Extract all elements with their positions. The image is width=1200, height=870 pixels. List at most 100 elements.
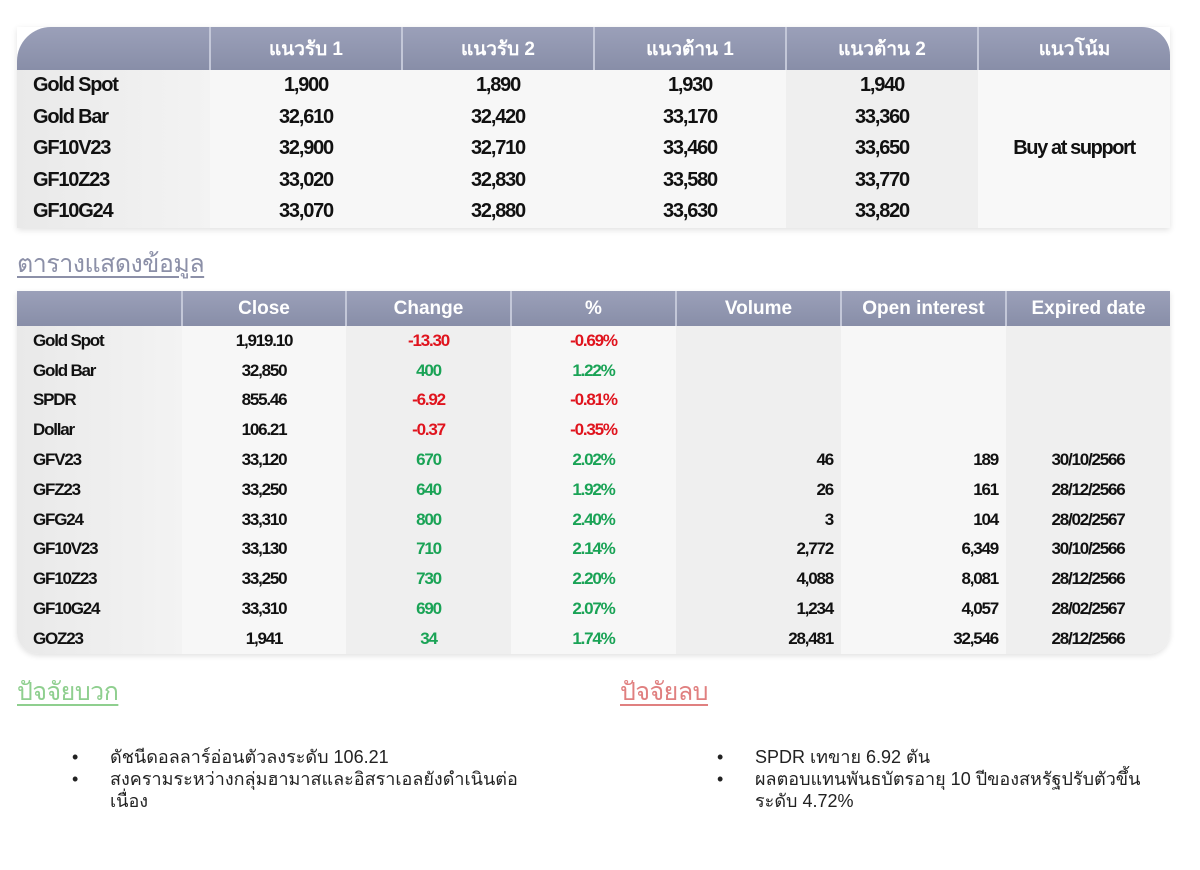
table-row: GFZ23 33,250 640 1.92% 26 161 28/12/2566 <box>17 474 1170 505</box>
expired-date: 30/10/2566 <box>1006 534 1170 565</box>
support-2: 32,420 <box>402 101 594 133</box>
percent-change: 2.07% <box>511 594 676 624</box>
volume-value: 2,772 <box>676 534 841 565</box>
trend-recommendation: Buy at support <box>978 70 1170 228</box>
percent-change: 1.22% <box>511 355 676 386</box>
expired-date: 28/12/2566 <box>1006 623 1170 654</box>
factor-text: สงครามระหว่างกลุ่มฮามาสและอิสราเอลยังดำเ… <box>110 769 518 811</box>
expired-date <box>1006 385 1170 416</box>
resistance-1: 33,580 <box>594 164 786 196</box>
table-row: GF10V23 32,900 32,710 33,460 33,650 <box>17 133 1170 165</box>
list-item: • ผลตอบแทนพันธบัตรอายุ 10 ปีของสหรัฐปรับ… <box>717 768 1167 812</box>
expired-date <box>1006 355 1170 386</box>
instrument-name: Gold Bar <box>17 101 210 133</box>
resistance-1: 33,170 <box>594 101 786 133</box>
market-header-expired-date: Expired date <box>1005 291 1170 326</box>
positive-factors-list: • ดัชนีดอลลาร์อ่อนตัวลงระดับ 106.21 • สง… <box>72 746 542 812</box>
instrument-name: Dollar <box>17 415 182 446</box>
table-row: GFV23 33,120 670 2.02% 46 189 30/10/2566 <box>17 445 1170 475</box>
volume-value <box>676 326 841 356</box>
expired-date: 30/10/2566 <box>1006 445 1170 475</box>
volume-value <box>676 415 841 446</box>
table-row: GFG24 33,310 800 2.40% 3 104 28/02/2567 <box>17 504 1170 535</box>
resistance-2: 1,940 <box>786 70 978 102</box>
resistance-2: 33,820 <box>786 196 978 228</box>
change-value: 690 <box>346 594 511 624</box>
table-row: GOZ23 1,941 34 1.74% 28,481 32,546 28/12… <box>17 623 1170 654</box>
support-1: 32,900 <box>210 133 402 165</box>
table-row: SPDR 855.46 -6.92 -0.81% <box>17 385 1170 416</box>
instrument-name: Gold Spot <box>17 326 182 356</box>
volume-value: 3 <box>676 504 841 535</box>
close-value: 32,850 <box>182 355 346 386</box>
close-value: 33,310 <box>182 594 346 624</box>
levels-header-support-1: แนวรับ 1 <box>209 27 402 70</box>
instrument-name: GFG24 <box>17 504 182 535</box>
close-value: 33,130 <box>182 534 346 565</box>
open-interest-value: 8,081 <box>841 564 1006 595</box>
expired-date: 28/02/2567 <box>1006 504 1170 535</box>
market-header-open-interest: Open interest <box>840 291 1006 326</box>
percent-change: 2.02% <box>511 445 676 475</box>
resistance-2: 33,650 <box>786 133 978 165</box>
percent-change: 1.74% <box>511 623 676 654</box>
instrument-name: GF10Z23 <box>17 564 182 595</box>
bullet-icon: • <box>72 747 79 767</box>
volume-value: 4,088 <box>676 564 841 595</box>
positive-factors-title: ปัจจัยบวก <box>17 678 119 706</box>
percent-change: -0.69% <box>511 326 676 356</box>
market-header-row: Close Change % Volume Open interest Expi… <box>17 291 1170 326</box>
data-table-title: ตารางแสดงข้อมูล <box>17 250 205 278</box>
open-interest-value <box>841 415 1006 446</box>
support-2: 32,710 <box>402 133 594 165</box>
expired-date <box>1006 326 1170 356</box>
bullet-icon: • <box>72 769 79 789</box>
market-header-change: Change <box>345 291 511 326</box>
instrument-name: GFV23 <box>17 445 182 475</box>
close-value: 1,919.10 <box>182 326 346 356</box>
support-1: 1,900 <box>210 70 402 102</box>
change-value: 400 <box>346 355 511 386</box>
resistance-1: 33,460 <box>594 133 786 165</box>
close-value: 33,250 <box>182 474 346 505</box>
change-value: -0.37 <box>346 415 511 446</box>
instrument-name: GF10Z23 <box>17 164 210 196</box>
table-row: Gold Bar 32,610 32,420 33,170 33,360 <box>17 101 1170 133</box>
resistance-2: 33,770 <box>786 164 978 196</box>
expired-date <box>1006 415 1170 446</box>
volume-value: 1,234 <box>676 594 841 624</box>
table-row: GF10G24 33,310 690 2.07% 1,234 4,057 28/… <box>17 594 1170 624</box>
factor-text: ผลตอบแทนพันธบัตรอายุ 10 ปีของสหรัฐปรับตั… <box>755 769 1141 811</box>
change-value: 640 <box>346 474 511 505</box>
support-2: 32,830 <box>402 164 594 196</box>
support-1: 32,610 <box>210 101 402 133</box>
table-row: Dollar 106.21 -0.37 -0.35% <box>17 415 1170 446</box>
market-header-volume: Volume <box>675 291 841 326</box>
instrument-name: GF10V23 <box>17 133 210 165</box>
table-row: GF10Z23 33,250 730 2.20% 4,088 8,081 28/… <box>17 564 1170 595</box>
open-interest-value: 104 <box>841 504 1006 535</box>
volume-value <box>676 355 841 386</box>
open-interest-value: 6,349 <box>841 534 1006 565</box>
list-item: • SPDR เทขาย 6.92 ตัน <box>717 746 1167 768</box>
table-row: GF10Z23 33,020 32,830 33,580 33,770 <box>17 164 1170 196</box>
support-2: 1,890 <box>402 70 594 102</box>
market-header-close: Close <box>181 291 346 326</box>
percent-change: 2.20% <box>511 564 676 595</box>
resistance-1: 1,930 <box>594 70 786 102</box>
levels-header-support-2: แนวรับ 2 <box>401 27 594 70</box>
instrument-name: GF10V23 <box>17 534 182 565</box>
open-interest-value: 161 <box>841 474 1006 505</box>
volume-value: 26 <box>676 474 841 505</box>
instrument-name: Gold Bar <box>17 355 182 386</box>
table-row: GF10G24 33,070 32,880 33,630 33,820 <box>17 196 1170 228</box>
levels-header-trend: แนวโน้ม <box>977 27 1170 70</box>
list-item: • สงครามระหว่างกลุ่มฮามาสและอิสราเอลยังด… <box>72 768 542 812</box>
volume-value: 28,481 <box>676 623 841 654</box>
change-value: 710 <box>346 534 511 565</box>
volume-value <box>676 385 841 416</box>
factor-text: SPDR เทขาย 6.92 ตัน <box>755 747 931 767</box>
market-header-blank <box>17 291 182 326</box>
market-header-percent: % <box>510 291 676 326</box>
change-value: 730 <box>346 564 511 595</box>
